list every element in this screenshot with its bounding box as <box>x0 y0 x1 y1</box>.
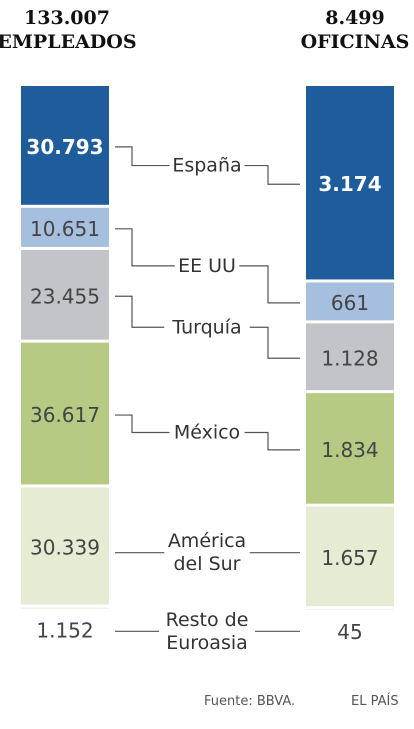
bar-oficinas-resto-de-euroasia <box>306 609 394 611</box>
offices-header: 8.499 OFICINAS <box>275 6 414 54</box>
value-label-empleados-turquia: 23.455 <box>30 284 100 308</box>
value-label-empleados-mexico: 36.617 <box>30 403 100 427</box>
value-label-empleados-ee-uu: 10.651 <box>30 217 100 241</box>
value-label-oficinas-espana: 3.174 <box>318 172 381 196</box>
connector-right-ee-uu <box>239 265 300 304</box>
value-label-oficinas-turquia: 1.128 <box>321 346 378 370</box>
bar-oficinas-ee-uu <box>306 282 394 321</box>
category-label-america-del-sur-line2: del Sur <box>174 553 241 575</box>
category-label-ee-uu: EE UU <box>178 255 236 277</box>
employees-label: EMPLEADOS <box>0 31 137 53</box>
employees-header: 133.007 EMPLEADOS <box>0 6 147 54</box>
value-label-oficinas-mexico: 1.834 <box>321 438 378 462</box>
value-label-empleados-espana: 30.793 <box>26 135 103 159</box>
connector-left-turquia <box>115 295 165 328</box>
value-label-oficinas-resto-de-euroasia: 45 <box>337 620 362 644</box>
value-label-empleados-resto-de-euroasia: 1.152 <box>36 618 93 642</box>
bar-oficinas-turquia <box>306 323 394 391</box>
bar-oficinas-america-del-sur <box>306 506 394 607</box>
connector-right-turquia <box>249 326 300 359</box>
category-label-turquia: Turquía <box>171 316 241 338</box>
value-label-oficinas-america-del-sur: 1.657 <box>321 546 378 570</box>
value-label-empleados-america-del-sur: 30.339 <box>30 535 100 559</box>
connector-left-ee-uu <box>115 228 175 267</box>
connector-left-mexico <box>115 414 170 434</box>
category-label-mexico: México <box>174 421 240 443</box>
connector-right-espana <box>244 164 300 185</box>
category-label-america-del-sur-line1: América <box>168 530 246 552</box>
bar-empleados-espana <box>21 86 109 205</box>
employees-total: 133.007 <box>24 7 110 29</box>
bar-oficinas-espana <box>306 86 394 280</box>
bar-empleados-resto-de-euroasia <box>21 607 109 609</box>
connector-left-espana <box>115 146 170 167</box>
bar-oficinas-mexico <box>306 393 394 504</box>
bar-empleados-ee-uu <box>21 207 109 247</box>
offices-label: OFICINAS <box>300 31 410 53</box>
connector-right-mexico <box>244 431 300 451</box>
bar-empleados-america-del-sur <box>21 487 109 605</box>
source-note: Fuente: BBVA. <box>204 694 296 709</box>
offices-total: 8.499 <box>325 7 385 29</box>
bar-empleados-mexico <box>21 342 109 485</box>
category-label-espana: España <box>172 155 241 177</box>
value-label-oficinas-ee-uu: 661 <box>331 291 369 315</box>
bar-empleados-turquia <box>21 249 109 340</box>
category-label-resto-de-euroasia-line1: Resto de <box>166 609 249 631</box>
brand-logo-text: EL PAÍS <box>351 694 399 709</box>
category-label-resto-de-euroasia-line2: Euroasia <box>166 632 248 654</box>
